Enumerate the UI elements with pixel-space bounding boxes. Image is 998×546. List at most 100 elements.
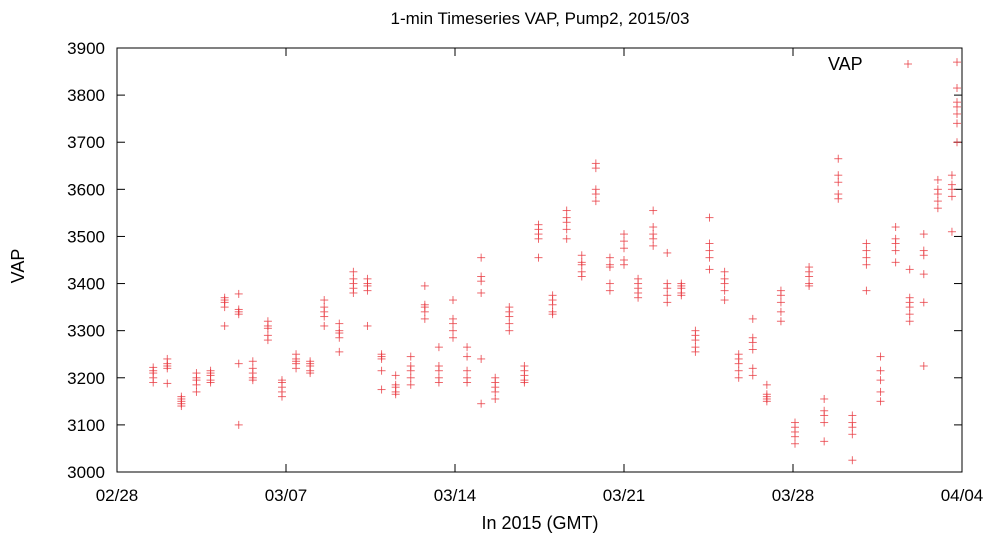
data-point [263, 336, 272, 345]
data-point [406, 380, 415, 389]
x-tick-label: 03/28 [772, 486, 815, 505]
data-point [434, 362, 443, 370]
data-point [862, 253, 871, 262]
data-point [848, 418, 857, 427]
data-point [748, 333, 757, 342]
data-point [748, 371, 757, 380]
data-point [834, 178, 843, 187]
y-tick-label: 3400 [67, 275, 105, 294]
data-point [876, 397, 885, 406]
data-point [149, 378, 158, 387]
data-point [548, 310, 557, 319]
data-point [505, 319, 514, 328]
data-point [263, 317, 272, 326]
data-point [491, 394, 500, 403]
data-point [705, 213, 714, 222]
data-point [791, 418, 800, 427]
data-point [363, 274, 372, 283]
data-point [933, 197, 942, 206]
data-point [391, 371, 400, 380]
data-point [933, 175, 942, 184]
data-point [363, 286, 372, 295]
data-point [220, 303, 229, 312]
data-point [720, 296, 729, 305]
data-point [391, 390, 400, 399]
data-point [534, 220, 543, 229]
data-point [391, 380, 400, 389]
data-point [363, 321, 372, 330]
y-tick-label: 3500 [67, 227, 105, 246]
data-point [705, 253, 714, 262]
data-point [605, 286, 614, 295]
data-point [834, 194, 843, 203]
data-point [919, 270, 928, 279]
data-point [192, 387, 201, 396]
data-point [905, 293, 914, 302]
data-point [691, 326, 700, 335]
data-point [591, 197, 600, 206]
data-point [663, 279, 672, 288]
data-point [734, 350, 743, 359]
data-point [335, 333, 344, 342]
data-point [848, 456, 857, 465]
x-tick-label: 03/14 [434, 486, 477, 505]
data-point [720, 267, 729, 276]
data-point [848, 430, 857, 439]
x-tick-label: 04/04 [941, 486, 984, 505]
data-point [277, 392, 286, 401]
x-tick-label: 03/21 [603, 486, 646, 505]
data-point [248, 364, 257, 373]
data-point [220, 321, 229, 330]
data-point [577, 251, 586, 260]
data-point [663, 291, 672, 300]
data-point [562, 213, 571, 222]
data-point [420, 300, 429, 309]
data-point [577, 258, 586, 267]
y-tick-label: 3900 [67, 39, 105, 58]
data-point [406, 352, 415, 361]
data-point [234, 305, 243, 314]
data-point [248, 357, 257, 366]
data-point [206, 378, 215, 387]
data-point [234, 420, 243, 429]
data-point [634, 274, 643, 283]
data-point [292, 350, 301, 359]
data-point [477, 288, 486, 297]
plot-frame [116, 47, 963, 473]
data-point [862, 260, 871, 269]
data-point [691, 347, 700, 356]
data-point [677, 291, 686, 300]
data-point [705, 246, 714, 255]
data-point [448, 333, 457, 342]
data-point [163, 354, 172, 363]
data-point [919, 251, 928, 260]
y-tick-label: 3100 [67, 416, 105, 435]
data-point [192, 369, 201, 378]
data-point [919, 298, 928, 307]
data-point [919, 362, 928, 370]
data-point [534, 234, 543, 243]
data-point [620, 244, 628, 253]
data-point [776, 307, 785, 316]
data-point [620, 260, 628, 269]
y-axis-label: VAP [8, 249, 28, 284]
data-point [463, 378, 472, 387]
data-point [776, 286, 785, 295]
data-point [876, 387, 885, 396]
data-point [649, 241, 658, 250]
data-point [420, 281, 429, 290]
data-point [477, 272, 486, 281]
data-point [776, 298, 785, 307]
x-tick-label: 03/07 [265, 486, 308, 505]
data-point [406, 362, 415, 370]
chart-title: 1-min Timeseries VAP, Pump2, 2015/03 [391, 9, 690, 28]
data-point [491, 387, 500, 396]
data-point [862, 239, 871, 248]
data-point [448, 326, 457, 335]
data-point [448, 314, 457, 323]
data-point [505, 326, 514, 335]
data-point [791, 432, 800, 441]
data-point [377, 350, 386, 359]
data-point [953, 109, 961, 118]
